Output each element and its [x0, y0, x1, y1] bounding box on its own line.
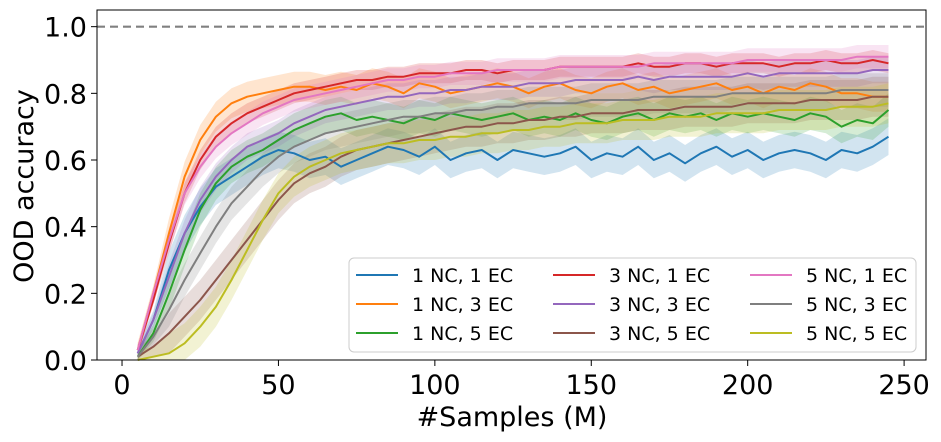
x-tick-label: 200	[722, 370, 774, 401]
x-tick-label: 250	[878, 370, 930, 401]
y-tick-label: 0.2	[44, 279, 87, 310]
y-tick-label: 0.0	[44, 346, 87, 377]
x-tick-label: 50	[261, 370, 295, 401]
band-series-1	[137, 118, 889, 360]
plot-frame	[96, 9, 927, 361]
series-lines	[136, 55, 890, 361]
y-axis-ticks: 0.0 0.2 0.4 0.6 0.8 1.0	[44, 13, 97, 377]
band-series-2	[137, 68, 889, 358]
legend-label-8: 5 NC, 3 EC	[806, 294, 907, 316]
line-series-9	[137, 102, 889, 361]
legend-label-5: 3 NC, 3 EC	[609, 294, 710, 316]
line-series-8	[136, 89, 889, 358]
y-tick-label: 0.8	[44, 79, 87, 110]
line-series-1	[136, 135, 890, 354]
x-tick-label: 100	[409, 370, 461, 401]
legend-label-3: 1 NC, 5 EC	[412, 323, 513, 345]
legend-label-9: 5 NC, 5 EC	[806, 323, 907, 345]
x-axis-ticks: 0 50 100 150 200 250	[113, 360, 930, 401]
legend-label-2: 1 NC, 3 EC	[412, 294, 513, 316]
line-series-5	[136, 69, 889, 354]
y-tick-label: 1.0	[44, 13, 87, 44]
legend: 1 NC, 1 EC 1 NC, 3 EC 1 NC, 5 EC 3 NC, 1 EC…	[348, 257, 917, 353]
legend-box	[348, 257, 917, 353]
confidence-bands	[137, 45, 889, 361]
legend-label-1: 1 NC, 1 EC	[412, 265, 513, 287]
x-tick-label: 0	[113, 370, 130, 401]
legend-label-6: 3 NC, 5 EC	[609, 323, 710, 345]
band-series-8	[137, 73, 889, 361]
y-tick-label: 0.6	[44, 146, 87, 177]
x-tick-label: 150	[565, 370, 617, 401]
line-series-7	[136, 55, 889, 351]
y-axis-label: OOD accuracy	[9, 89, 40, 283]
legend-label-4: 3 NC, 1 EC	[609, 265, 710, 287]
legend-label-7: 5 NC, 1 EC	[806, 265, 907, 287]
x-axis-label: #Samples (M)	[417, 402, 608, 433]
band-series-6	[137, 76, 889, 360]
band-series-9	[137, 83, 889, 361]
y-tick-label: 0.4	[44, 213, 87, 244]
band-series-3	[137, 93, 889, 361]
